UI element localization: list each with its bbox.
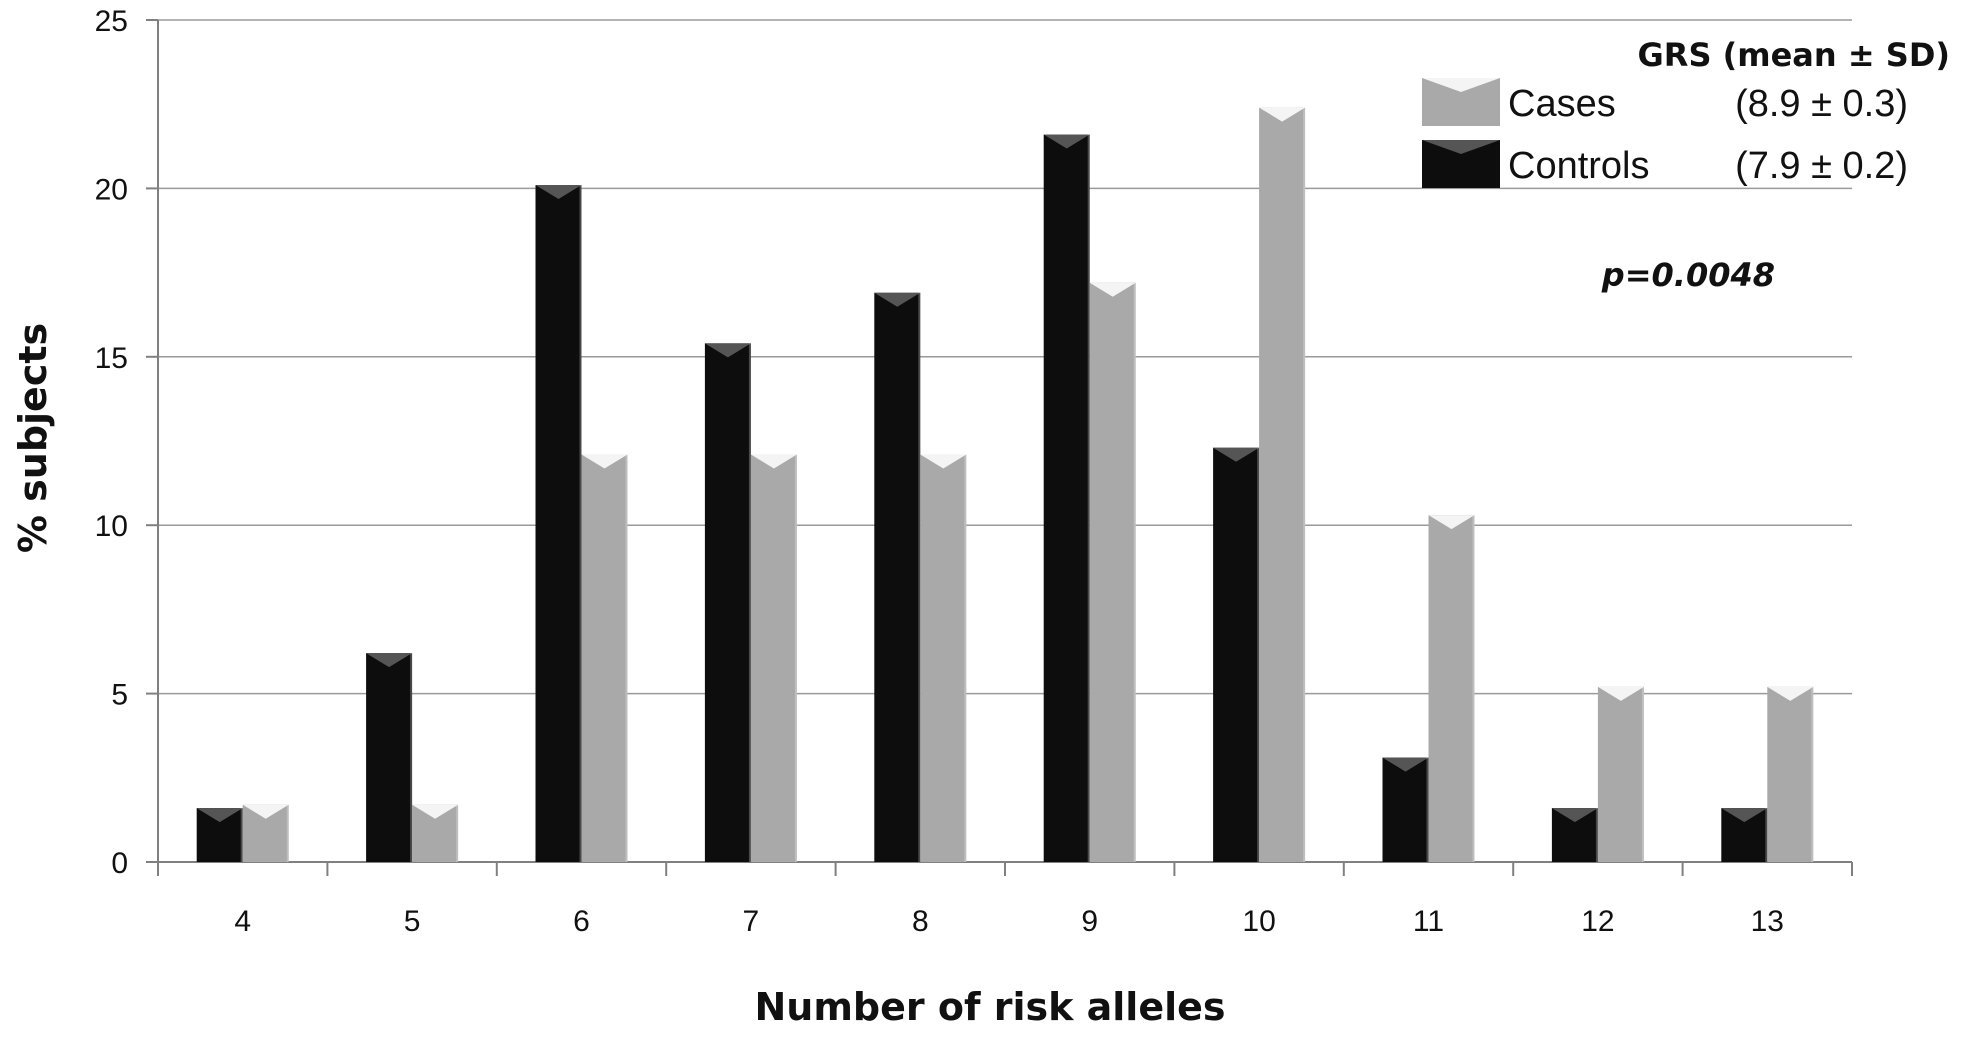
bar-controls-9-cap <box>1043 134 1090 149</box>
bar-cases-12-body <box>1597 686 1644 862</box>
bar-cases-10-body <box>1259 107 1306 863</box>
x-tick-label-12: 12 <box>1581 905 1614 938</box>
x-tick-label-4: 4 <box>234 905 251 938</box>
bar-cases-5-cap <box>412 804 459 819</box>
bar-controls-5 <box>366 653 413 862</box>
bar-cases-13 <box>1767 686 1814 862</box>
bar-cases-6-cap <box>581 454 628 469</box>
x-axis-title: Number of risk alleles <box>754 985 1225 1029</box>
bar-controls-7 <box>704 343 751 862</box>
bar-cases-9-cap <box>1089 282 1136 297</box>
x-tick-label-8: 8 <box>912 905 929 938</box>
bar-cases-7 <box>750 454 797 862</box>
bar-controls-6-cap <box>535 185 582 200</box>
bar-controls-11-body <box>1382 757 1429 862</box>
bar-cases-5 <box>412 804 459 862</box>
bar-controls-11-cap <box>1382 757 1429 772</box>
y-tick-label-1: 5 <box>111 679 128 712</box>
bar-controls-10-body <box>1213 447 1260 862</box>
legend-title: GRS (mean ± SD) <box>1638 36 1950 74</box>
bar-cases-9-body <box>1089 282 1136 863</box>
bar-cases-4-cap <box>242 804 289 819</box>
bar-cases-11-body <box>1428 515 1475 862</box>
tick-labels: 0 5 10 15 20 25 4 5 6 7 8 9 10 11 12 13 <box>95 5 1784 938</box>
bar-cases-11 <box>1428 515 1475 862</box>
bar-controls-7-cap <box>704 343 751 358</box>
bars <box>196 107 1814 863</box>
y-tick-label-3: 15 <box>95 342 128 375</box>
bar-cases-10 <box>1259 107 1306 863</box>
bar-cases-7-cap <box>750 454 797 469</box>
bar-cases-6 <box>581 454 628 862</box>
legend-swatch-cap-controls <box>1422 140 1500 154</box>
y-tick-label-5: 25 <box>95 5 128 38</box>
bar-controls-11 <box>1382 757 1429 862</box>
bar-cases-12 <box>1597 686 1644 862</box>
bar-controls-6-body <box>535 185 582 863</box>
x-tick-label-5: 5 <box>404 905 421 938</box>
x-tick-label-13: 13 <box>1751 905 1784 938</box>
bar-cases-9 <box>1089 282 1136 863</box>
bar-controls-8-cap <box>874 292 921 307</box>
bar-cases-12-cap <box>1597 686 1644 701</box>
bar-controls-5-cap <box>366 653 413 668</box>
bar-cases-8 <box>920 454 967 862</box>
bar-cases-6-body <box>581 454 628 862</box>
bar-cases-11-cap <box>1428 515 1475 530</box>
x-tick-label-10: 10 <box>1242 905 1275 938</box>
bar-controls-10-cap <box>1213 447 1260 462</box>
bar-controls-10 <box>1213 447 1260 862</box>
legend: GRS (mean ± SD) Cases (8.9 ± 0.3) Controls… <box>1422 36 1950 188</box>
bar-cases-13-cap <box>1767 686 1814 701</box>
y-tick-label-0: 0 <box>111 847 128 880</box>
bar-controls-13 <box>1721 808 1768 862</box>
bar-cases-7-body <box>750 454 797 862</box>
bar-controls-12 <box>1551 808 1598 862</box>
y-axis-title: % subjects <box>11 323 55 553</box>
legend-stats-controls: (7.9 ± 0.2) <box>1735 145 1908 187</box>
bar-controls-7-body <box>704 343 751 862</box>
p-value-annotation: p=0.0048 <box>1601 256 1775 294</box>
legend-label-controls: Controls <box>1508 145 1650 187</box>
x-tick-label-9: 9 <box>1081 905 1098 938</box>
x-tick-label-6: 6 <box>573 905 590 938</box>
bar-controls-5-body <box>366 653 413 862</box>
legend-swatch-cap-cases <box>1422 78 1500 92</box>
x-tick-label-7: 7 <box>743 905 760 938</box>
bar-controls-6 <box>535 185 582 863</box>
bar-cases-8-body <box>920 454 967 862</box>
bar-controls-9 <box>1043 134 1090 863</box>
bar-controls-12-cap <box>1551 808 1598 823</box>
bar-controls-8-body <box>874 292 921 863</box>
y-tick-label-2: 10 <box>95 510 128 543</box>
legend-stats-cases: (8.9 ± 0.3) <box>1735 83 1908 125</box>
gridlines <box>158 19 1852 695</box>
x-tick-label-11: 11 <box>1413 905 1444 938</box>
legend-label-cases: Cases <box>1508 83 1616 125</box>
bar-controls-4-cap <box>196 808 243 823</box>
bar-controls-9-body <box>1043 134 1090 863</box>
bar-controls-8 <box>874 292 921 863</box>
bar-controls-4 <box>196 808 243 862</box>
bar-cases-4 <box>242 804 289 862</box>
bar-cases-8-cap <box>920 454 967 469</box>
y-tick-label-4: 20 <box>95 173 128 206</box>
bar-cases-13-body <box>1767 686 1814 862</box>
bar-cases-10-cap <box>1259 107 1306 122</box>
bar-controls-13-cap <box>1721 808 1768 823</box>
